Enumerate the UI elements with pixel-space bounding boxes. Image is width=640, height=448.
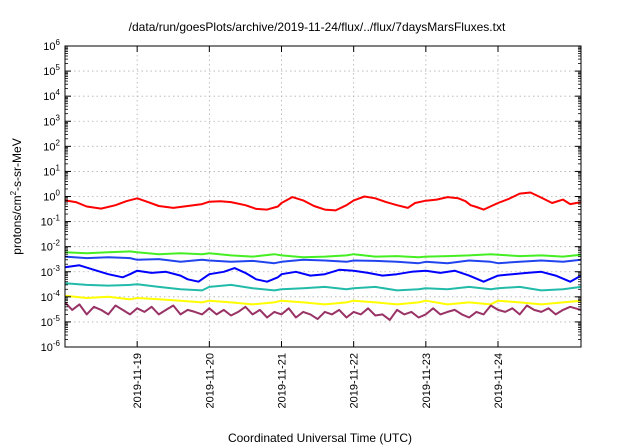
- y-tick-exponent: 3: [56, 113, 61, 122]
- y-tick-base: 10: [43, 91, 55, 103]
- y-tick-base: 10: [41, 317, 53, 329]
- x-tick-label: 2019-11-21: [277, 353, 289, 408]
- series-line-1: [64, 191, 582, 212]
- y-tick-label: 102: [43, 138, 60, 153]
- y-tick-base: 10: [43, 192, 55, 204]
- y-tick-base: 10: [43, 141, 55, 153]
- y-tick-exponent: 0: [56, 189, 61, 198]
- y-tick-label: 105: [43, 63, 60, 78]
- y-tick-exponent: 6: [56, 38, 61, 47]
- y-tick-exponent: -6: [53, 339, 61, 348]
- y-axis-label-superscript: 2: [9, 190, 18, 195]
- y-tick-label: 10-6: [41, 339, 61, 354]
- y-tick-base: 10: [41, 342, 53, 354]
- y-tick-exponent: -4: [53, 289, 61, 298]
- y-tick-base: 10: [43, 116, 55, 128]
- y-tick-label: 101: [43, 163, 60, 178]
- y-tick-base: 10: [43, 66, 55, 78]
- x-tick-label: 2019-11-24: [493, 353, 505, 408]
- y-tick-label: 10-3: [41, 264, 61, 279]
- series-layer: [64, 191, 582, 321]
- y-tick-base: 10: [41, 292, 53, 304]
- series-line-2: [64, 250, 582, 259]
- y-tick-label: 10-4: [41, 289, 61, 304]
- y-tick-base: 10: [41, 242, 53, 254]
- series-line-7: [64, 301, 582, 321]
- y-tick-label: 103: [43, 113, 60, 128]
- y-axis-label: protons/cm2-s-sr-MeV: [9, 138, 24, 254]
- x-axis-label: Coordinated Universal Time (UTC): [228, 431, 412, 445]
- y-tick-label: 104: [43, 88, 60, 103]
- y-tick-exponent: 5: [56, 63, 61, 72]
- y-axis-label-prefix: protons/cm: [10, 195, 24, 254]
- y-tick-base: 10: [41, 267, 53, 279]
- y-axis-label-suffix: -s-sr-MeV: [10, 138, 24, 191]
- y-tick-label: 10-1: [41, 214, 61, 229]
- series-line-4: [64, 264, 582, 283]
- y-tick-label: 10-5: [41, 314, 61, 329]
- y-tick-exponent: 2: [56, 138, 61, 147]
- y-axis: 10-610-510-410-310-210-11001011021031041…: [41, 38, 581, 354]
- y-tick-exponent: -1: [53, 214, 61, 223]
- y-tick-label: 106: [43, 38, 60, 53]
- series-line-6: [64, 294, 582, 306]
- series-line-3: [64, 255, 582, 265]
- x-tick-label: 2019-11-20: [204, 353, 216, 408]
- y-tick-exponent: -3: [53, 264, 61, 273]
- x-tick-label: 2019-11-19: [132, 353, 144, 408]
- y-tick-exponent: 4: [56, 88, 61, 97]
- x-tick-label: 2019-11-22: [349, 353, 361, 408]
- x-tick-label: 2019-11-23: [421, 353, 433, 408]
- grid-lines: [65, 46, 581, 347]
- y-tick-exponent: -5: [53, 314, 61, 323]
- series-line-5: [64, 282, 582, 292]
- x-axis: 2019-11-19 2019-11-20 2019-11-21 2019-11-22…: [132, 46, 505, 408]
- y-tick-base: 10: [43, 41, 55, 53]
- y-tick-label: 100: [43, 189, 60, 204]
- chart-title: /data/run/goesPlots/archive/2019-11-24/f…: [129, 20, 506, 34]
- y-tick-base: 10: [43, 166, 55, 178]
- y-tick-exponent: 1: [56, 163, 61, 172]
- y-tick-label: 10-2: [41, 239, 61, 254]
- y-tick-exponent: -2: [53, 239, 61, 248]
- y-tick-base: 10: [41, 217, 53, 229]
